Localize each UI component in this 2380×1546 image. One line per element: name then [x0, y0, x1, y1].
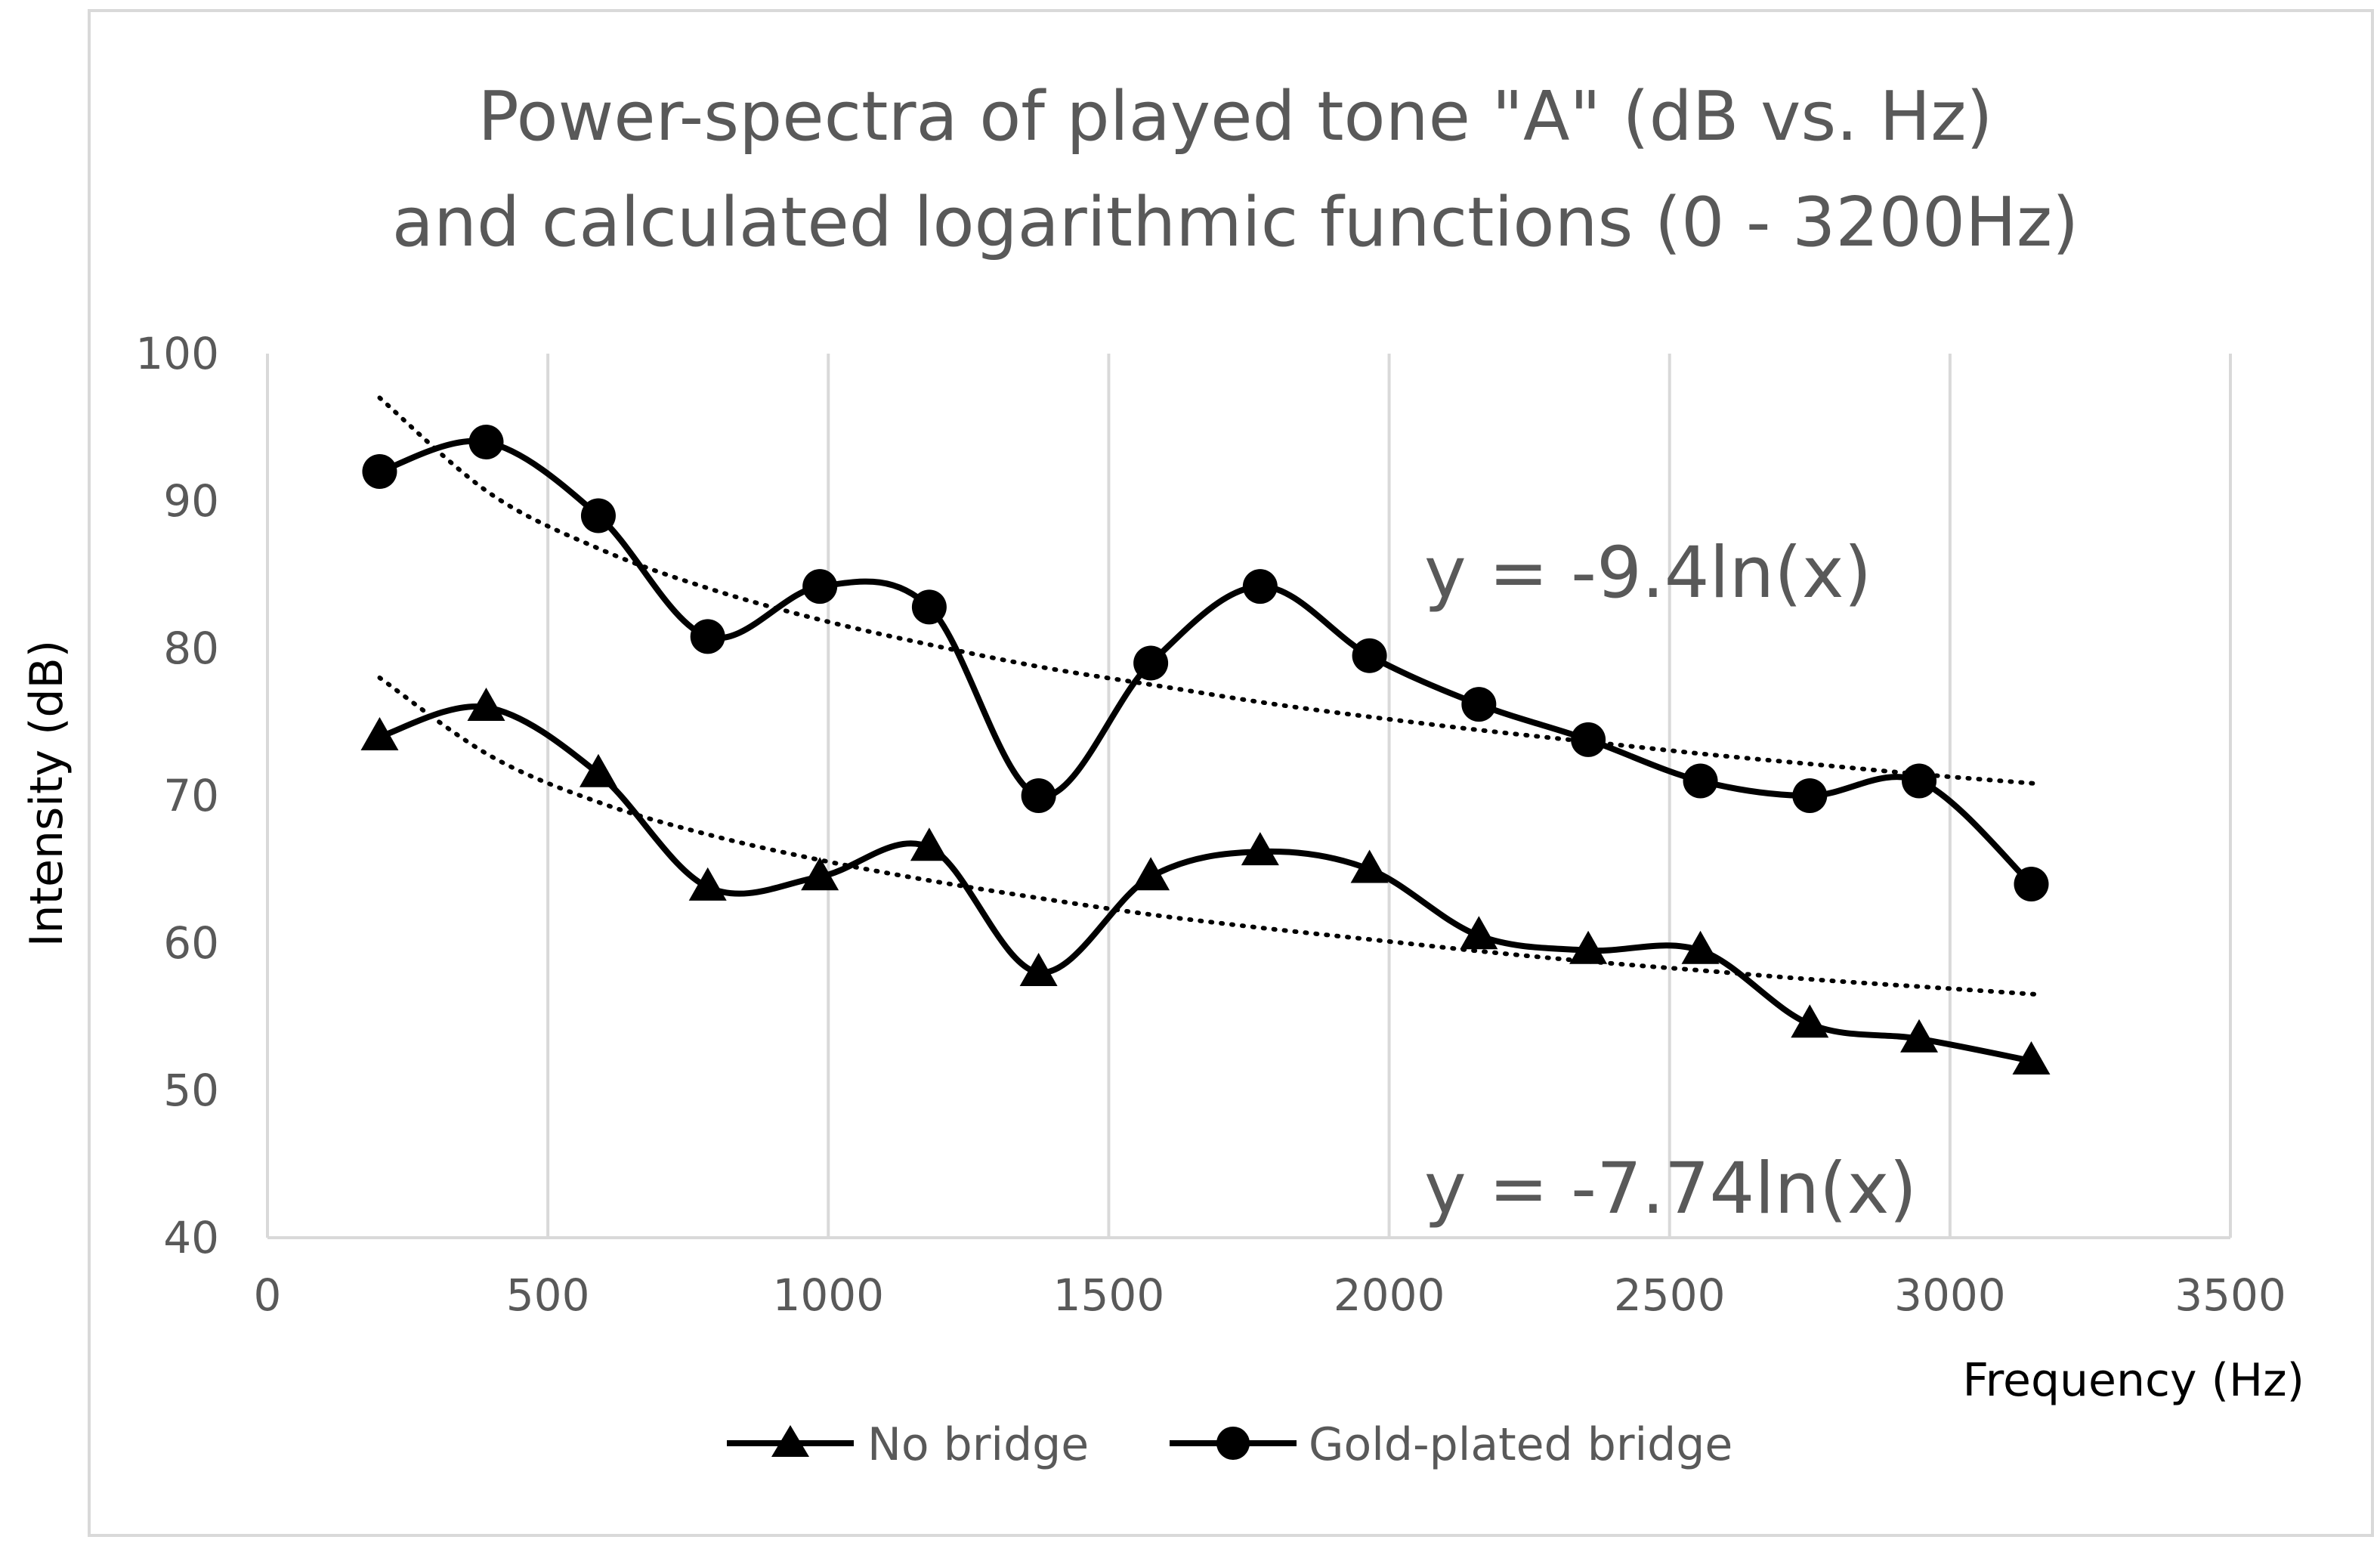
data-point-gold [2014, 867, 2049, 901]
gridlines [266, 354, 2232, 1238]
data-point-gold [1902, 763, 1937, 799]
data-point-gold [1352, 638, 1387, 673]
trendline-label-nobridge: y = -7.74ln(x) [1424, 1148, 1917, 1230]
data-point-gold [1242, 569, 1278, 604]
data-point-gold [1461, 687, 1497, 722]
legend-label-gold: Gold-plated bridge [1309, 1418, 1732, 1471]
y-axis-label: Intensity (dB) [20, 640, 73, 947]
x-tick-label: 2000 [1334, 1269, 1445, 1321]
x-tick-label: 2500 [1614, 1269, 1726, 1321]
data-point-no-bridge [1460, 916, 1498, 950]
data-point-no-bridge [910, 827, 948, 861]
y-tick-label: 60 [163, 917, 219, 969]
data-point-gold [468, 425, 504, 459]
data-point-no-bridge [1791, 1004, 1829, 1038]
data-point-no-bridge [1019, 953, 1058, 986]
data-point-no-bridge [467, 688, 505, 721]
data-point-no-bridge [1681, 930, 1720, 964]
x-axis-label: Frequency (Hz) [1963, 1354, 2304, 1407]
trendlines [377, 395, 2042, 997]
series-markers [360, 425, 2051, 1074]
y-tick-label: 50 [163, 1065, 219, 1116]
data-point-gold [911, 589, 947, 625]
data-point-gold [802, 569, 838, 604]
data-point-no-bridge [579, 753, 617, 787]
series-line-no-bridge [379, 703, 2032, 1064]
chart-title-line-1: Power-spectra of played tone "A" (dB vs.… [478, 77, 1992, 156]
y-tick-label: 80 [163, 623, 219, 674]
chart-title-line-2: and calculated logarithmic functions (0 … [392, 183, 2079, 262]
y-tick-label: 40 [163, 1212, 219, 1263]
data-point-no-bridge [360, 717, 399, 750]
data-point-gold [1133, 645, 1169, 681]
data-point-no-bridge [1569, 930, 1608, 964]
data-point-gold [580, 498, 616, 533]
x-tick-label: 1000 [772, 1269, 884, 1321]
data-point-no-bridge [1900, 1019, 1939, 1053]
trendline-label-gold: y = -9.4ln(x) [1424, 532, 1872, 614]
y-tick-label: 100 [135, 328, 219, 379]
x-tick-labels: 0 500 1000 1500 2000 2500 3000 3500 [254, 1269, 2286, 1321]
data-point-gold [690, 619, 725, 654]
x-tick-label: 1500 [1053, 1269, 1165, 1321]
data-point-no-bridge [1241, 832, 1279, 866]
chart-border [88, 9, 2374, 1537]
data-point-no-bridge [1350, 849, 1389, 883]
data-point-no-bridge [801, 857, 839, 891]
legend: No bridge Gold-plated bridge [727, 1418, 1732, 1471]
y-tick-label: 90 [163, 475, 219, 527]
data-point-gold [1021, 778, 1056, 813]
y-tick-labels: 40 50 60 70 80 90 100 [135, 328, 219, 1263]
data-point-no-bridge [2012, 1041, 2051, 1074]
data-point-gold [1571, 722, 1606, 757]
y-tick-label: 70 [163, 770, 219, 821]
x-tick-label: 3500 [2174, 1269, 2286, 1321]
trendline-nobridge [377, 676, 2042, 997]
x-tick-label: 3000 [1894, 1269, 2006, 1321]
data-point-no-bridge [688, 867, 727, 901]
x-tick-label: 500 [506, 1269, 590, 1321]
data-point-gold [1792, 778, 1828, 813]
legend-label-no-bridge: No bridge [867, 1418, 1089, 1471]
data-point-no-bridge [1132, 857, 1170, 891]
legend-marker-circle [1216, 1427, 1250, 1460]
data-point-gold [362, 454, 397, 489]
data-point-gold [1683, 763, 1718, 799]
legend-marker-triangle [771, 1425, 809, 1457]
x-tick-label: 0 [254, 1269, 282, 1321]
